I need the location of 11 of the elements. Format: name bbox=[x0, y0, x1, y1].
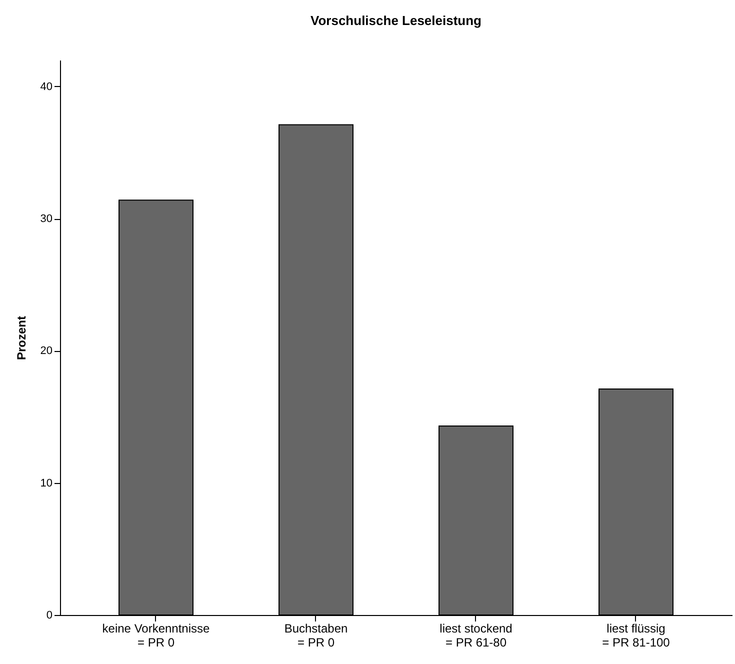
x-tick-label: keine Vorkenntnisse = PR 0 bbox=[102, 622, 210, 650]
x-tick-label: Buchstaben = PR 0 bbox=[284, 622, 348, 650]
chart-title: Vorschulische Leseleistung bbox=[310, 13, 482, 28]
y-tick-label: 40 bbox=[40, 80, 52, 93]
y-tick-label: 0 bbox=[46, 610, 52, 622]
y-tick-label: 20 bbox=[40, 345, 52, 358]
y-axis-title: Prozent bbox=[14, 316, 28, 360]
x-tick-label: liest stockend = PR 61-80 bbox=[440, 622, 512, 650]
x-tick-label: liest flüssig = PR 81-100 bbox=[602, 622, 670, 650]
y-tick-label: 10 bbox=[40, 477, 52, 490]
y-tick-label: 30 bbox=[40, 213, 52, 226]
